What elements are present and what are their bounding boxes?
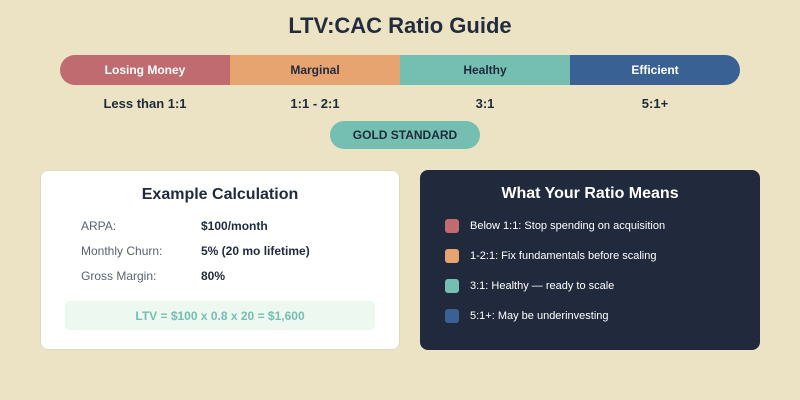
meaning-item-below-1: Below 1:1: Stop spending on acquisition: [445, 219, 665, 233]
red-swatch-icon: [445, 219, 459, 233]
example-calculation-title: Example Calculation: [141, 186, 299, 203]
scale-segment-losing-money: Losing Money: [60, 55, 230, 85]
calc-label: ARPA:: [81, 219, 117, 233]
range-losing-money: Less than 1:1: [103, 96, 187, 111]
range-healthy: 3:1: [475, 96, 495, 111]
meaning-text: 3:1: Healthy — ready to scale: [470, 280, 615, 292]
meaning-item-3: 3:1: Healthy — ready to scale: [445, 279, 614, 293]
gold-standard-badge: GOLD STANDARD: [330, 121, 480, 149]
meaning-text: 5:1+: May be underinvesting: [470, 310, 609, 322]
example-calculation-card: Example Calculation ARPA: $100/month Mon…: [40, 170, 400, 350]
meaning-item-5-plus: 5:1+: May be underinvesting: [445, 309, 609, 323]
ratio-ranges: Less than 1:1 1:1 - 2:1 3:1 5:1+: [60, 96, 740, 111]
ltv-formula-box: LTV = $100 x 0.8 x 20 = $1,600: [65, 301, 375, 330]
ratio-meaning-card: What Your Ratio Means Below 1:1: Stop sp…: [420, 170, 760, 350]
meaning-text: 1-2:1: Fix fundamentals before scaling: [470, 250, 657, 262]
orange-swatch-icon: [445, 249, 459, 263]
calc-label: Gross Margin:: [81, 269, 157, 283]
meaning-text: Below 1:1: Stop spending on acquisition: [470, 220, 666, 232]
range-efficient: 5:1+: [641, 96, 669, 111]
page-title: LTV:CAC Ratio Guide: [288, 13, 512, 38]
blue-swatch-icon: [445, 309, 459, 323]
ratio-meaning-title: What Your Ratio Means: [501, 185, 679, 202]
calc-value: 80%: [201, 269, 226, 283]
teal-swatch-icon: [445, 279, 459, 293]
scale-segment-healthy: Healthy: [400, 55, 570, 85]
meaning-item-1-to-2: 1-2:1: Fix fundamentals before scaling: [445, 249, 657, 263]
calc-label: Monthly Churn:: [81, 244, 163, 258]
scale-segment-efficient: Efficient: [570, 55, 740, 85]
calc-value: $100/month: [201, 219, 268, 233]
calc-value: 5% (20 mo lifetime): [201, 244, 310, 258]
range-marginal: 1:1 - 2:1: [290, 96, 340, 111]
scale-segment-marginal: Marginal: [230, 55, 400, 85]
ratio-scale-bar: Losing Money Marginal Healthy Efficient: [60, 55, 740, 85]
